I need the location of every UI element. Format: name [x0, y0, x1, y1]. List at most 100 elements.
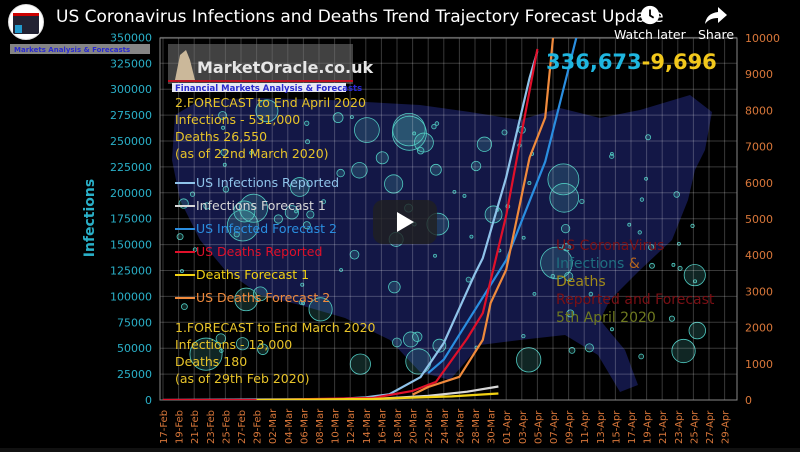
case-bubble — [249, 150, 253, 155]
y-left-tick-label: 150000 — [110, 239, 152, 252]
case-bubble — [176, 233, 184, 241]
annotation-line: 2.FORECAST to End April 2020 — [175, 95, 366, 110]
case-bubble — [392, 112, 426, 147]
video-title-link[interactable]: US Coronavirus Infections and Deaths Tre… — [56, 7, 664, 27]
x-tick-label: 25-Feb — [221, 410, 232, 444]
x-tick-label: 02-Mar — [268, 408, 279, 444]
channel-avatar[interactable] — [8, 4, 44, 40]
case-bubble — [671, 262, 676, 267]
share-button[interactable]: Share — [698, 4, 734, 42]
case-bubble — [294, 209, 298, 214]
case-bubble — [349, 353, 371, 375]
totals-readout: 336,673-9,696 — [546, 50, 717, 74]
legend-swatch — [175, 181, 195, 184]
header-part: US CoronaVirus — [556, 238, 669, 254]
x-tick-label: 27-Apr — [705, 410, 716, 444]
y-left-tick-label: 325000 — [110, 57, 152, 70]
watch-later-button[interactable]: Watch later — [614, 4, 686, 42]
y-right-tick-label: 8000 — [745, 104, 773, 117]
x-tick-label: 01-Apr — [502, 410, 513, 444]
case-bubble — [305, 139, 311, 145]
case-bubble — [384, 174, 404, 194]
case-bubble — [677, 265, 683, 271]
annotation-line: 1.FORECAST to End March 2020 — [175, 320, 376, 335]
case-bubble — [215, 333, 227, 344]
case-bubble — [412, 331, 423, 342]
logo-tagline: Financial Markets Analysis & Forecasts — [175, 84, 362, 94]
x-tick-label: 21-Apr — [658, 410, 669, 444]
x-tick-label: 04-Mar — [284, 408, 295, 444]
play-button[interactable] — [373, 200, 437, 244]
case-bubble — [609, 153, 615, 159]
header-part: Reported and Forecast — [556, 292, 719, 308]
case-bubble — [431, 124, 437, 130]
legend-swatch — [175, 204, 195, 207]
case-bubble — [639, 197, 645, 202]
play-icon — [397, 212, 414, 232]
case-bubble — [649, 262, 655, 269]
infections-total: 336,673 — [546, 50, 642, 74]
y-left-tick-label: 125000 — [110, 265, 152, 278]
case-bubble — [627, 222, 632, 227]
header-part: Infections — [556, 256, 629, 272]
case-bubble — [375, 151, 389, 165]
y-left-tick-label: 25000 — [117, 368, 152, 381]
y-left-tick-label: 175000 — [110, 213, 152, 226]
case-bubble — [549, 183, 579, 213]
legend-item: US Infected Forecast 2 — [175, 221, 337, 236]
x-tick-label: 09-Apr — [565, 410, 576, 444]
case-bubble — [233, 200, 256, 223]
legend-label: Infections Forecast 1 — [196, 198, 326, 213]
case-bubble — [521, 333, 526, 339]
y-right-tick-label: 7000 — [745, 141, 773, 154]
case-bubble — [588, 291, 594, 297]
x-tick-label: 07-Apr — [549, 410, 560, 444]
case-bubble — [336, 168, 345, 178]
deaths-total: -9,696 — [641, 50, 717, 74]
x-tick-label: 16-Mar — [377, 408, 388, 444]
case-bubble — [561, 224, 571, 234]
case-bubble — [469, 234, 474, 239]
case-bubble — [668, 315, 675, 322]
case-bubble — [351, 162, 368, 179]
case-bubble — [354, 117, 380, 143]
case-bubble — [181, 303, 188, 311]
forecast-2-annotation: 2.FORECAST to End April 2020 Infections … — [175, 94, 366, 162]
case-bubble — [402, 331, 419, 348]
annotation-line: Deaths 26,550 — [175, 129, 268, 144]
clock-icon — [640, 5, 660, 25]
us-map-background — [172, 95, 712, 392]
watch-later-label: Watch later — [614, 27, 686, 42]
legend-label: US Deaths Forecast 2 — [196, 290, 331, 305]
case-bubble — [645, 134, 652, 141]
x-tick-label: 30-Mar — [487, 408, 498, 444]
legend-label: Deaths Forecast 1 — [196, 267, 310, 282]
case-bubble — [433, 253, 437, 258]
y-right-tick-label: 1000 — [745, 358, 773, 371]
chart-header: US CoronaVirus Infections & Deaths Repor… — [556, 238, 719, 326]
y-left-tick-label: 225000 — [110, 161, 152, 174]
case-bubble — [219, 348, 224, 353]
case-bubble — [308, 297, 333, 322]
x-tick-label: 19-Feb — [175, 410, 186, 444]
case-bubble — [610, 327, 614, 332]
case-bubble — [432, 338, 447, 353]
plot-frame — [159, 37, 738, 401]
case-bubble — [289, 177, 310, 197]
legend-item: US Deaths Reported — [175, 244, 322, 259]
case-bubble — [501, 129, 508, 136]
case-bubble — [350, 115, 354, 120]
case-bubble — [412, 131, 417, 136]
case-bubble — [300, 282, 305, 287]
logo-title: MarketOracle.co.uk — [197, 58, 373, 77]
annotation-line: (as of 29th Feb 2020) — [175, 371, 310, 386]
share-label: Share — [698, 27, 735, 42]
case-bubble — [547, 163, 580, 196]
y-right-tick-label: 0 — [745, 394, 752, 407]
case-bubble — [452, 189, 457, 194]
case-bubble — [416, 147, 425, 155]
case-bubble — [221, 125, 226, 130]
case-bubble — [683, 264, 706, 287]
